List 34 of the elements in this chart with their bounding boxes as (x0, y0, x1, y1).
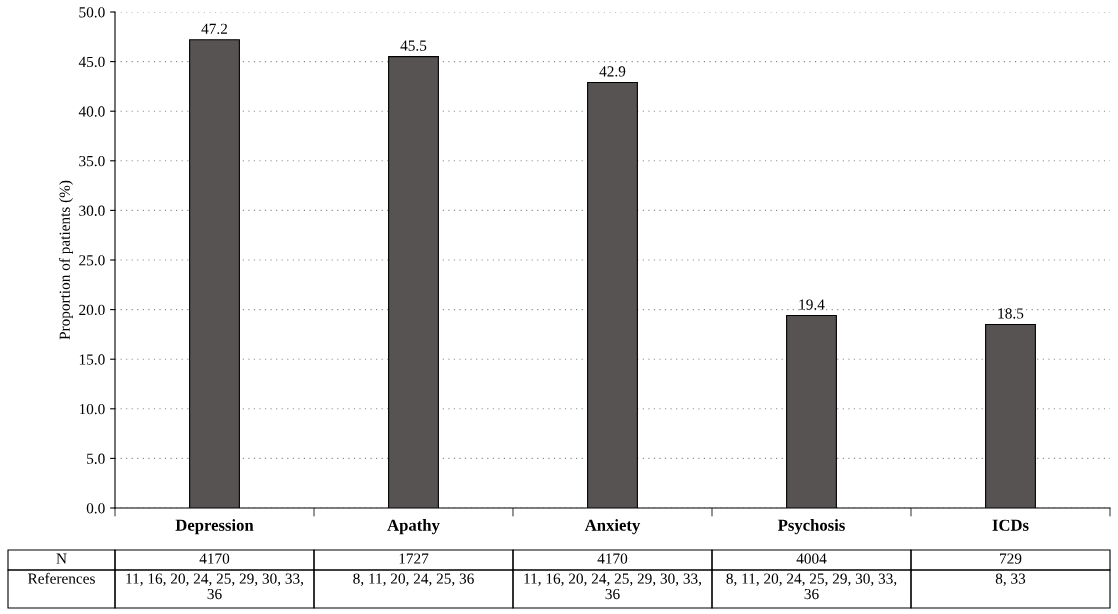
y-tick-label: 20.0 (79, 304, 105, 316)
data-label: 19.4 (799, 299, 825, 310)
x-tick-label: Apathy (387, 519, 440, 535)
text: References (28, 572, 95, 584)
y-tick-label: 50.0 (79, 7, 105, 18)
text: 8, 11, 20, 24, 25, 36 (353, 573, 474, 586)
y-tick-label: 45.0 (78, 56, 105, 68)
y-tick-label: 25.0 (79, 255, 105, 266)
text: 11, 16, 20, 24, 25, 29, 30, 33, 36 (524, 573, 702, 600)
text: 4170 (597, 553, 628, 564)
x-tick-label: Anxiety (584, 519, 641, 535)
text: N (56, 553, 67, 564)
y-tick-label: 5.0 (87, 453, 105, 464)
x-tick-label: Psychosis (777, 519, 845, 535)
text: 4170 (199, 553, 230, 564)
text: 8, 33 (995, 573, 1026, 586)
x-tick-label: Depression (175, 519, 254, 535)
y-tick-label: 15.0 (79, 354, 105, 365)
data-label: 47.2 (201, 23, 228, 34)
y-tick-label: 10.0 (79, 403, 105, 415)
x-tick-label: ICDs (992, 519, 1029, 531)
text: 1727 (399, 553, 429, 564)
data-label: 45.5 (400, 40, 427, 51)
y-axis-title: Proportion of patients (%) (58, 180, 73, 340)
data-label: 18.5 (998, 308, 1024, 319)
text: 11, 16, 20, 24, 25, 29, 30, 33, 36 (126, 573, 304, 600)
text: 729 (1000, 553, 1022, 564)
text: 8, 11, 20, 24, 25, 29, 30, 33, 36 (726, 573, 897, 600)
data-label: 42.9 (599, 66, 626, 77)
y-tick-label: 40.0 (78, 106, 105, 117)
y-tick-label: 35.0 (79, 155, 105, 167)
y-tick-label: 30.0 (79, 205, 105, 216)
text: 4004 (796, 553, 827, 564)
y-tick-label: 0.0 (86, 503, 105, 514)
